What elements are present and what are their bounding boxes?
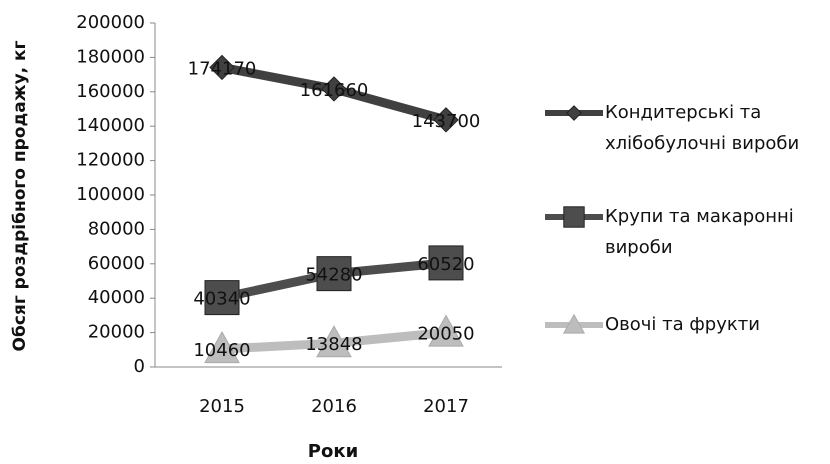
- y-tick-label: 20000: [88, 322, 145, 343]
- y-tick-label: 100000: [76, 184, 145, 205]
- legend-entry: Овочі та фрукти: [605, 314, 760, 335]
- y-tick-label: 0: [134, 356, 145, 377]
- y-tick-label: 80000: [88, 218, 145, 239]
- data-label: 54280: [305, 265, 362, 286]
- marker: [563, 206, 585, 228]
- marker: [562, 313, 586, 334]
- x-axis-label: Роки: [308, 441, 358, 462]
- data-label: 174170: [188, 58, 257, 79]
- data-label: 161660: [300, 80, 369, 101]
- marker: [209, 54, 235, 81]
- data-label: 20050: [417, 324, 474, 345]
- marker: [428, 245, 464, 281]
- data-label: 13848: [305, 334, 362, 355]
- y-tick-label: 200000: [76, 12, 145, 33]
- marker: [566, 105, 582, 121]
- y-tick-label: 40000: [88, 287, 145, 308]
- y-axis-label: Обсяг роздрібного продажу, кг: [10, 40, 30, 351]
- y-tick-label: 140000: [76, 115, 145, 136]
- marker: [316, 325, 352, 358]
- marker: [321, 76, 347, 102]
- data-label: 60520: [417, 254, 474, 275]
- data-label: 10460: [193, 340, 250, 361]
- legend-entry: Крупи та макаронні вироби: [605, 206, 794, 258]
- y-tick-label: 160000: [76, 81, 145, 102]
- marker: [316, 256, 352, 292]
- y-tick-label: 120000: [76, 150, 145, 171]
- y-tick-label: 180000: [76, 46, 145, 67]
- marker: [428, 314, 464, 347]
- marker: [433, 107, 459, 133]
- data-label: 40340: [193, 289, 250, 310]
- y-tick-label: 60000: [88, 253, 145, 274]
- x-tick-label: 2016: [311, 396, 357, 417]
- legend-entry: Кондитерські та хлібобулочні вироби: [605, 102, 800, 154]
- x-tick-label: 2015: [199, 396, 245, 417]
- marker: [204, 330, 240, 364]
- x-tick-label: 2017: [423, 396, 469, 417]
- marker: [204, 280, 240, 316]
- data-label: 143700: [412, 111, 481, 132]
